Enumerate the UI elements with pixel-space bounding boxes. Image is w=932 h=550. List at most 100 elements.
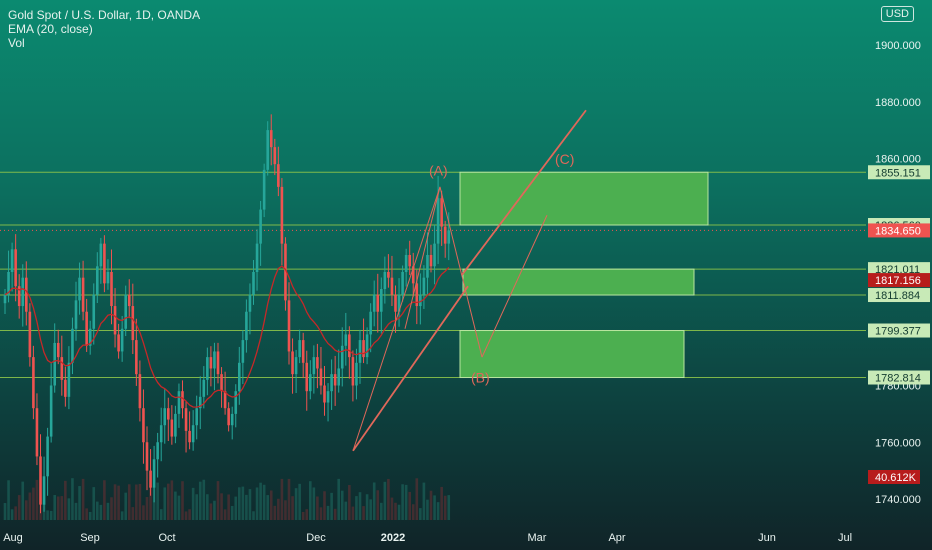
candle-body bbox=[259, 209, 262, 244]
candle-body bbox=[120, 328, 124, 352]
price-tag bbox=[868, 273, 930, 288]
x-tick-label: Mar bbox=[528, 532, 547, 544]
volume-tag bbox=[868, 470, 920, 484]
volume-bar bbox=[273, 505, 277, 520]
volume-bar bbox=[10, 509, 14, 520]
volume-bar bbox=[88, 511, 92, 520]
volume-bar bbox=[316, 496, 319, 520]
volume-bar bbox=[238, 487, 241, 520]
candle-body bbox=[202, 379, 206, 397]
price-tag bbox=[868, 288, 930, 303]
volume-bar bbox=[167, 483, 170, 520]
candle-body bbox=[163, 408, 167, 426]
candle-body bbox=[81, 277, 85, 312]
candle-body bbox=[177, 391, 181, 414]
currency-button[interactable]: USD bbox=[880, 6, 914, 22]
volume-bar bbox=[223, 509, 227, 520]
candle-body bbox=[447, 230, 451, 244]
volume-bar bbox=[195, 494, 198, 520]
volume-bar bbox=[230, 505, 234, 520]
supply-demand-zone bbox=[459, 171, 709, 226]
volume-bar bbox=[422, 482, 426, 520]
volume-bar bbox=[245, 494, 248, 520]
candle-body bbox=[227, 408, 230, 426]
volume-legend[interactable]: Vol bbox=[8, 36, 25, 50]
volume-bar bbox=[436, 502, 440, 520]
volume-bar bbox=[209, 503, 213, 520]
volume-bar bbox=[351, 506, 355, 520]
candle-body bbox=[387, 272, 390, 278]
candle-body bbox=[88, 328, 92, 346]
wave-line bbox=[461, 109, 587, 276]
volume-bar bbox=[262, 484, 266, 520]
volume-bar bbox=[135, 484, 138, 520]
ema-line bbox=[4, 265, 450, 408]
candle-body bbox=[46, 436, 49, 477]
volume-bar bbox=[348, 485, 351, 520]
volume-bar bbox=[28, 492, 32, 520]
candle-body bbox=[174, 413, 177, 437]
candle-body bbox=[262, 169, 266, 210]
volume-bar bbox=[433, 495, 436, 520]
volume-bar bbox=[99, 504, 103, 520]
candle-body bbox=[365, 334, 369, 358]
candle-body bbox=[3, 294, 7, 304]
candle-body bbox=[181, 391, 184, 409]
x-tick-label: 2022 bbox=[381, 532, 405, 544]
volume-bar bbox=[127, 484, 131, 520]
volume-bar bbox=[56, 496, 60, 520]
candle-body bbox=[340, 345, 344, 369]
candle-body bbox=[380, 289, 383, 312]
candle-body bbox=[191, 425, 195, 443]
volume-bar bbox=[241, 486, 245, 520]
volume-bar bbox=[323, 491, 326, 520]
volume-bar bbox=[390, 497, 394, 520]
volume-bar bbox=[429, 490, 433, 520]
y-tick-label: 1880.000 bbox=[875, 97, 921, 109]
volume-bar bbox=[234, 496, 238, 520]
volume-bar bbox=[14, 506, 17, 520]
symbol-title[interactable]: Gold Spot / U.S. Dollar, 1D, OANDA bbox=[8, 8, 201, 22]
candle-body bbox=[443, 226, 447, 244]
ema-legend[interactable]: EMA (20, close) bbox=[8, 22, 93, 36]
y-tick-label: 1740.000 bbox=[875, 494, 921, 506]
candle-body bbox=[426, 254, 429, 278]
candle-body bbox=[188, 430, 191, 443]
volume-bar bbox=[376, 490, 380, 520]
y-tick-label: 1760.000 bbox=[875, 437, 921, 449]
volume-bar bbox=[294, 488, 298, 520]
volume-bar bbox=[255, 487, 259, 520]
volume-bar bbox=[202, 479, 206, 520]
candle-body bbox=[142, 408, 145, 443]
candle-body bbox=[323, 385, 326, 403]
volume-bar bbox=[159, 509, 163, 520]
candle-body bbox=[170, 419, 174, 437]
price-tag-label: 1799.377 bbox=[875, 326, 921, 338]
candle-body bbox=[333, 374, 337, 386]
candle-body bbox=[369, 311, 372, 335]
candle-body bbox=[35, 408, 39, 457]
candle-body bbox=[415, 283, 419, 307]
candle-body bbox=[433, 243, 436, 267]
candle-body bbox=[266, 130, 269, 170]
candle-body bbox=[74, 300, 78, 329]
volume-bar bbox=[266, 495, 269, 520]
price-tag-label: 1817.156 bbox=[875, 275, 921, 287]
volume-bar bbox=[46, 510, 49, 520]
candle-body bbox=[124, 294, 127, 329]
volume-bar bbox=[53, 495, 56, 520]
candle-body bbox=[316, 357, 319, 369]
volume-bar bbox=[415, 478, 419, 520]
price-tag bbox=[868, 165, 930, 180]
candle-body bbox=[429, 254, 433, 267]
volume-bar bbox=[394, 502, 397, 520]
price-tag bbox=[868, 370, 930, 385]
volume-bar bbox=[419, 508, 422, 520]
candle-body bbox=[216, 351, 220, 375]
wave-line bbox=[352, 186, 441, 451]
volume-bar bbox=[397, 504, 401, 520]
volume-bar bbox=[81, 478, 85, 520]
wave-label: (C) bbox=[555, 151, 574, 167]
